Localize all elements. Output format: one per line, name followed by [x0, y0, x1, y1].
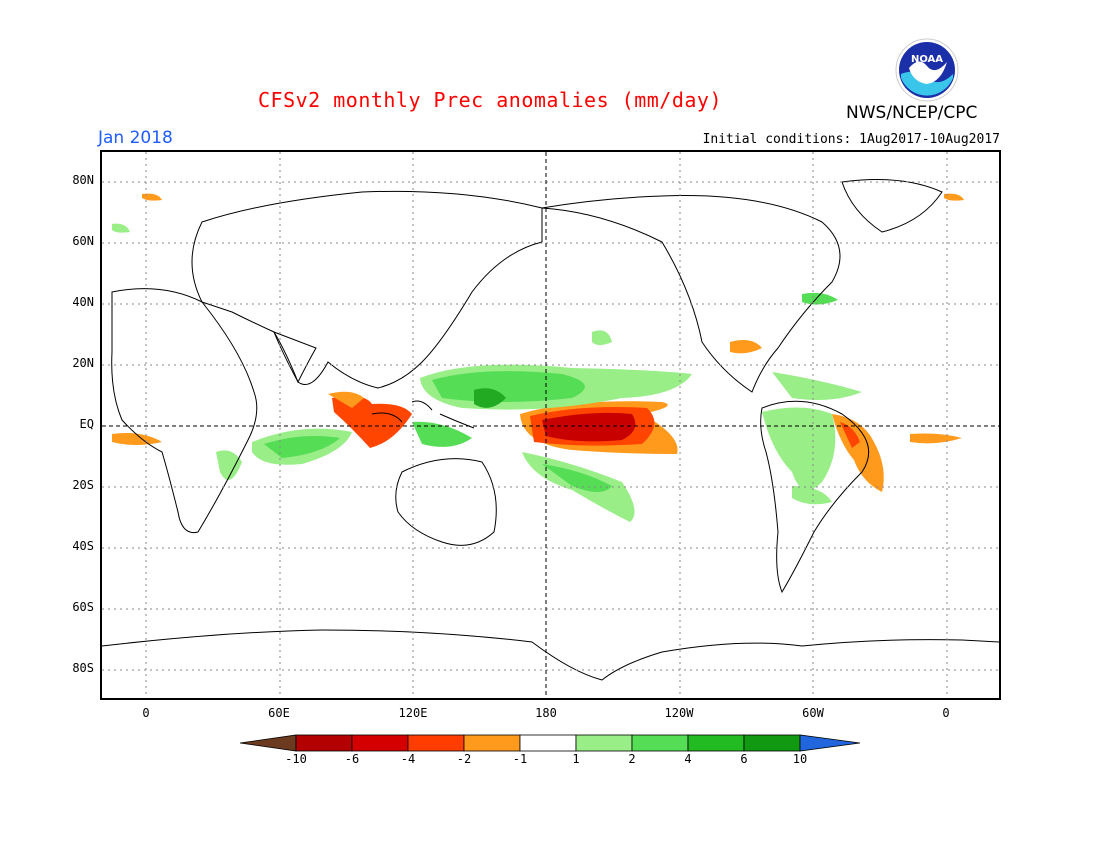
indian-ocean-wet-mid — [264, 436, 340, 458]
colorbar-segment — [631, 734, 689, 752]
forecast-month: Jan 2018 — [98, 128, 173, 148]
colorbar-segment — [687, 734, 745, 752]
lat-label: 20S — [72, 478, 94, 492]
colorbar-tick-label: -10 — [285, 752, 307, 766]
south-atlantic-wet — [792, 486, 832, 505]
colorbar-tick-label: 2 — [628, 752, 636, 766]
brazil-dry — [832, 414, 884, 492]
colorbar-tick-label: 10 — [792, 752, 808, 766]
agency-label: NWS/NCEP/CPC — [846, 103, 978, 123]
lon-label: 60W — [802, 706, 824, 720]
colorbar-segment — [351, 734, 409, 752]
india-outline — [272, 331, 317, 384]
africa-outline — [111, 288, 258, 534]
caribbean-wet — [772, 372, 862, 400]
amazon-wet — [762, 407, 836, 490]
coastlines — [102, 179, 999, 681]
south-pacific-wet-mid — [542, 464, 612, 492]
lat-label: 60N — [72, 234, 94, 248]
nw-pacific-wet-mid — [432, 371, 585, 402]
brazil-dry-mid — [840, 422, 860, 448]
colorbar-tick-label: -4 — [400, 752, 416, 766]
lat-label: 80N — [72, 173, 94, 187]
lon-label: 60E — [268, 706, 290, 720]
colorbar-segment — [407, 734, 465, 752]
graticule — [102, 152, 999, 698]
colorbar-tick-label: -6 — [344, 752, 360, 766]
lon-label: 120E — [398, 706, 428, 720]
anomaly-map — [100, 150, 1001, 700]
initial-conditions: Initial conditions: 1Aug2017-10Aug2017 — [702, 132, 1000, 147]
north-atlantic-wet — [802, 292, 838, 305]
eurasia-outline — [191, 190, 543, 389]
lon-label: 120W — [664, 706, 694, 720]
lat-label: 40N — [72, 295, 94, 309]
indonesia-dry-weak — [328, 391, 364, 408]
lat-label: EQ — [79, 417, 94, 431]
lon-label: 0 — [942, 706, 950, 720]
arctic-dry-2 — [944, 193, 964, 201]
carib-dry — [730, 340, 762, 354]
lat-label: 40S — [72, 539, 94, 553]
colorbar-segment — [295, 734, 353, 752]
pacific-dry-strong — [542, 412, 636, 442]
africa-wet — [216, 450, 242, 480]
lat-label: 80S — [72, 661, 94, 675]
atlantic-dry — [910, 433, 962, 444]
colorbar-segment — [463, 734, 521, 752]
africa-dry — [112, 433, 162, 445]
noaa-logo-icon: NOAA — [895, 38, 959, 102]
equator-dateline — [102, 152, 999, 698]
north-america-outline — [541, 195, 841, 393]
colorbar-tick-label: 6 — [740, 752, 748, 766]
australia-outline — [395, 458, 497, 546]
indonesia-dry-mid — [332, 396, 412, 448]
lon-label: 180 — [535, 706, 557, 720]
colorbar-segment — [743, 734, 801, 752]
south-america-outline — [760, 400, 870, 594]
colorbar — [240, 734, 860, 752]
indonesia-islands — [371, 400, 475, 429]
antarctica-outline — [102, 629, 999, 681]
lat-label: 60S — [72, 600, 94, 614]
map-title: CFSv2 monthly Prec anomalies (mm/day) — [257, 88, 723, 112]
colorbar-segment — [575, 734, 633, 752]
colorbar-arrow-high — [799, 734, 860, 752]
arctic-dry — [142, 193, 162, 201]
arctic-wet — [112, 223, 130, 233]
svg-text:NOAA: NOAA — [911, 54, 943, 65]
colorbar-tick-label: 1 — [572, 752, 580, 766]
lat-label: 20N — [72, 356, 94, 370]
colorbar-segment — [519, 734, 577, 752]
central-pacific-north-wet — [592, 330, 612, 345]
indonesia-wet — [412, 421, 472, 447]
map-canvas — [102, 152, 999, 698]
nw-pacific-wet-strong — [474, 388, 506, 408]
greenland-outline — [841, 179, 943, 233]
colorbar-tick-label: 4 — [684, 752, 692, 766]
colorbar-tick-label: -2 — [456, 752, 472, 766]
lon-label: 0 — [142, 706, 150, 720]
anomaly-patches — [112, 193, 964, 522]
colorbar-arrow-low — [240, 734, 297, 752]
colorbar-tick-label: -1 — [512, 752, 528, 766]
